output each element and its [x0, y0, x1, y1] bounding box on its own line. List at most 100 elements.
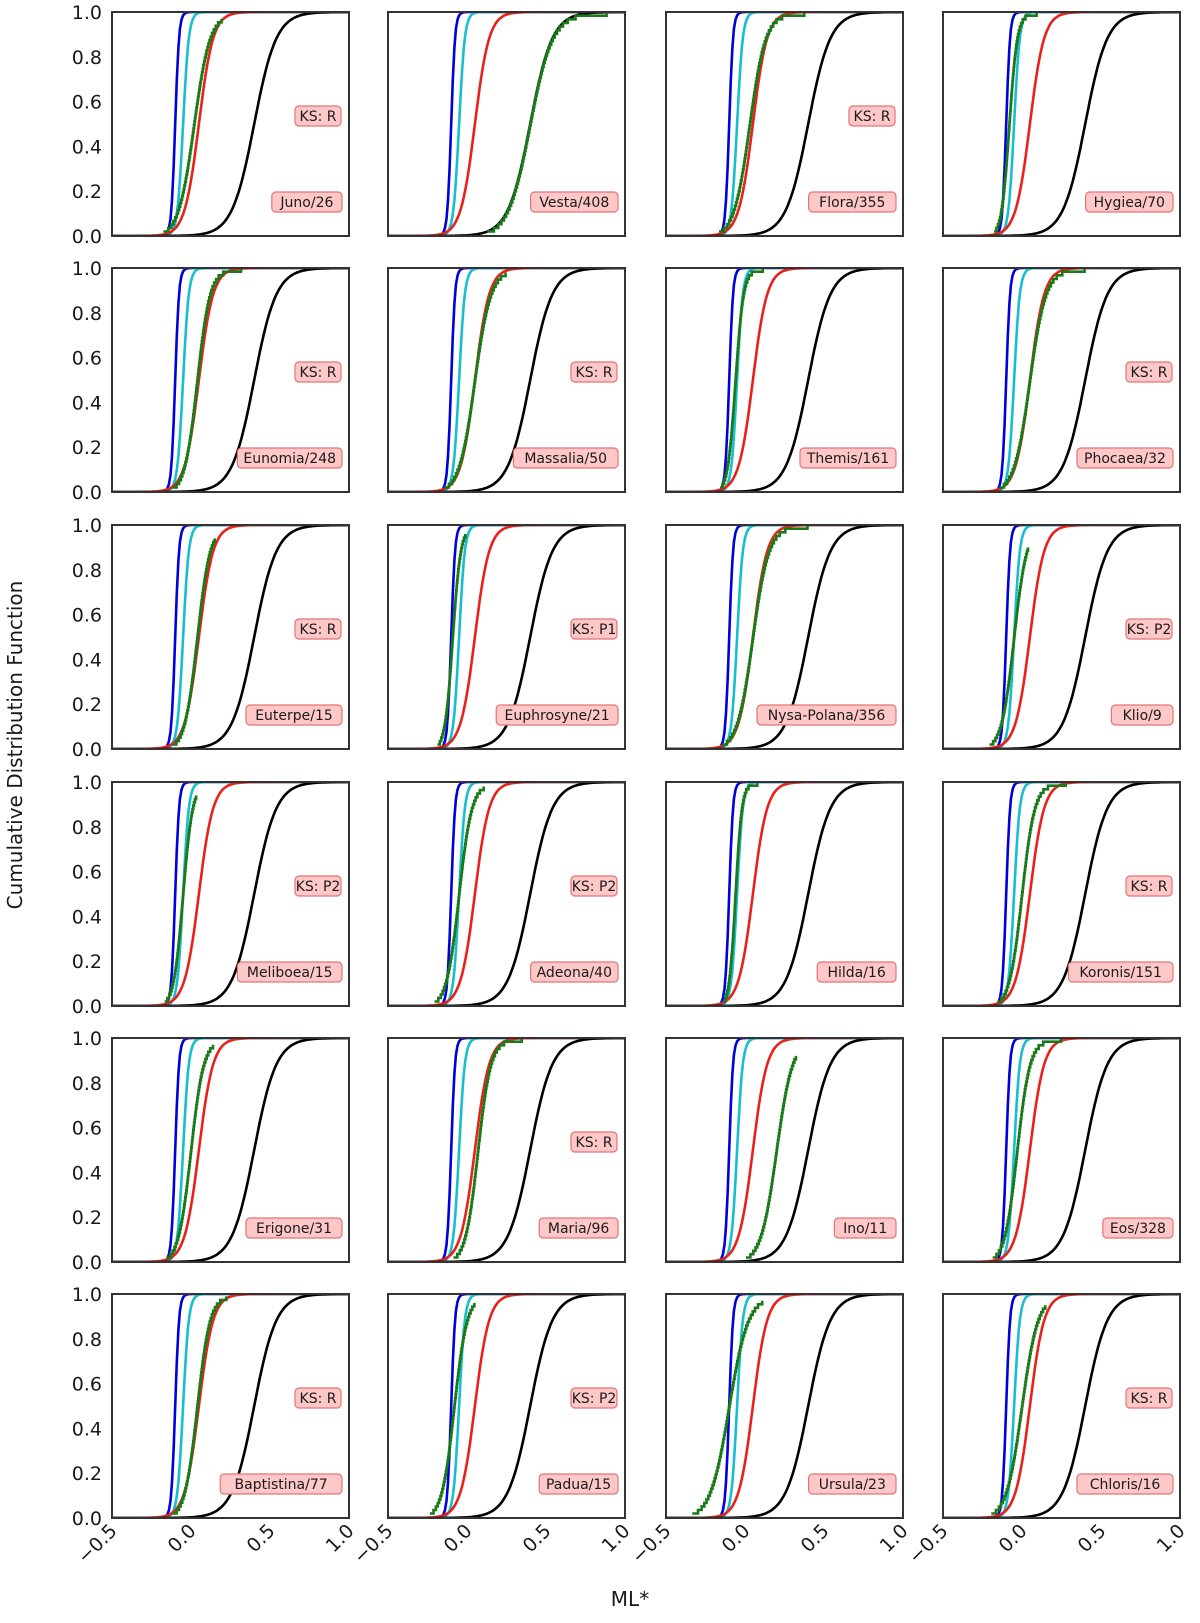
reference-cdf-line	[388, 1038, 625, 1262]
ks-badge-label: KS: R	[1131, 1391, 1168, 1407]
panel: KS: R Flora/355	[665, 11, 904, 237]
family-badge-label: Ursula/23	[819, 1477, 886, 1493]
panel: KS: R Maria/96	[387, 1037, 626, 1263]
panel-frame	[111, 524, 350, 750]
panel: KS: R Phocaea/32	[942, 267, 1181, 493]
panel: KS: P2 Klio/9	[942, 524, 1181, 750]
ks-badge	[294, 875, 342, 897]
reference-cdf-line	[112, 12, 349, 236]
observed-cdf-line	[172, 1296, 228, 1515]
observed-cdf-line	[487, 12, 608, 233]
panel-frame	[387, 267, 626, 493]
panel: 0.0 0.2 0.4 0.6 0.8 1.0 KS: R Juno/26	[72, 2, 350, 248]
family-badge-label: Massalia/50	[524, 451, 607, 467]
panel: 0.0 0.2 0.4 0.6 0.8 1.0 KS: P2 Meliboea/15	[72, 772, 350, 1018]
family-badge	[236, 961, 343, 983]
family-badge	[512, 447, 619, 469]
family-badge-label: Euphrosyne/21	[505, 708, 610, 724]
y-tick-label: 0.6	[72, 1374, 102, 1396]
x-tick-label: 0.5	[243, 1520, 280, 1557]
panel-frame	[387, 524, 626, 750]
y-tick-label: 0.6	[72, 862, 102, 884]
panel: 0.0 0.2 0.4 0.6 0.8 1.0 KS: R Eunomia/248	[72, 258, 350, 504]
ks-badge	[570, 1387, 618, 1409]
x-tick-label: 0.0	[718, 1520, 755, 1557]
observed-cdf-line	[453, 1038, 523, 1259]
family-badge-label: Meliboea/15	[247, 965, 333, 981]
y-tick-label: 0.2	[72, 437, 102, 459]
observed-cdf-line	[172, 268, 243, 489]
ks-badge	[294, 1387, 342, 1409]
x-tick-label: −0.5	[349, 1520, 397, 1568]
observed-cdf-line	[164, 795, 198, 1003]
family-badge	[1102, 1217, 1174, 1239]
ks-badge-label: KS: R	[300, 622, 337, 638]
ks-badge	[294, 361, 342, 383]
panel-frame	[665, 781, 904, 1007]
reference-cdf-line	[388, 268, 625, 492]
family-badge-label: Euterpe/15	[255, 708, 333, 724]
ks-badge	[570, 361, 618, 383]
panel: Hilda/16	[665, 781, 904, 1007]
family-badge-label: Padua/15	[546, 1477, 611, 1493]
reference-cdf-line	[112, 782, 349, 1006]
family-badge	[236, 447, 343, 469]
family-badge-label: Maria/96	[548, 1221, 610, 1237]
family-badge	[1076, 447, 1174, 469]
family-badge-label: Erigone/31	[256, 1221, 332, 1237]
ks-badge	[294, 618, 342, 640]
family-badge	[529, 961, 619, 983]
panel: Nysa-Polana/356	[665, 524, 904, 750]
family-badge	[816, 961, 897, 983]
observed-cdf-line	[994, 12, 1038, 233]
family-badge-label: Eunomia/248	[243, 451, 336, 467]
family-badge-label: Chloris/16	[1090, 1477, 1161, 1493]
reference-cdf-line	[666, 782, 903, 1006]
observed-cdf-line	[999, 268, 1086, 489]
ks-badge	[570, 618, 618, 640]
panel-frame	[665, 11, 904, 237]
family-badge	[756, 704, 897, 726]
family-badge	[833, 1217, 897, 1239]
y-tick-label: 0.8	[72, 560, 102, 582]
reference-cdf-line	[112, 1038, 349, 1262]
reference-cdf-line	[666, 1294, 903, 1518]
reference-cdf-line	[943, 12, 1180, 236]
x-tick-label: 0.5	[519, 1520, 556, 1557]
reference-cdf-line	[943, 268, 1180, 492]
x-tick-label: 0.5	[797, 1520, 834, 1557]
panel-frame	[665, 267, 904, 493]
panel-frame	[942, 1037, 1181, 1263]
family-badge-label: Adeona/40	[537, 965, 612, 981]
reference-cdf-line	[943, 1038, 1180, 1262]
y-tick-label: 0.8	[72, 1073, 102, 1095]
panel-grid: 0.0 0.2 0.4 0.6 0.8 1.0 KS: R Juno/26 Vesta/408 K…	[72, 2, 1190, 1568]
family-badge	[219, 1473, 343, 1495]
family-badge	[245, 704, 343, 726]
family-badge-label: Klio/9	[1123, 708, 1162, 724]
y-tick-label: 0.4	[72, 649, 102, 671]
y-axis-title: Cumulative Distribution Function	[3, 581, 27, 910]
panel-frame	[942, 1293, 1181, 1519]
ks-badge-label: KS: P2	[1127, 622, 1172, 638]
family-badge-label: Themis/161	[806, 451, 889, 467]
x-tick-label: 0.0	[440, 1520, 477, 1557]
ks-badge-label: KS: P1	[572, 622, 617, 638]
panel: −0.5 0.0 0.5 1.0 KS: R Chloris/16	[904, 1293, 1190, 1568]
family-badge-label: Nysa-Polana/356	[768, 708, 886, 724]
ks-badge	[294, 105, 342, 127]
y-tick-label: 0.6	[72, 605, 102, 627]
panel: Eos/328	[942, 1037, 1181, 1263]
y-tick-label: 1.0	[72, 1028, 102, 1050]
y-tick-label: 0.4	[72, 906, 102, 928]
x-tick-label: −0.5	[627, 1520, 675, 1568]
family-badge-label: Ino/11	[843, 1221, 887, 1237]
reference-cdf-line	[112, 268, 349, 492]
panel-frame	[942, 781, 1181, 1007]
family-badge	[807, 191, 897, 213]
observed-cdf-line	[166, 1044, 215, 1259]
panel-frame	[387, 11, 626, 237]
panel-frame	[942, 11, 1181, 237]
panel-frame	[111, 267, 350, 493]
